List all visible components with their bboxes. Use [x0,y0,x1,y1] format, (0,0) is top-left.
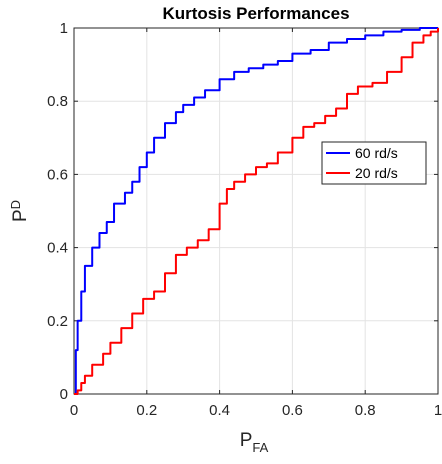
y-tick-label-3: 0.6 [47,166,68,183]
series-line-60-rd-s [74,27,438,395]
x-axis-label-sub: FA [252,440,268,455]
x-tick-label-3: 0.6 [282,402,303,419]
legend-label-60-rds: 60 rd/s [355,145,398,161]
legend: 60 rd/s 20 rd/s [321,141,427,185]
y-tick-label-2: 0.4 [47,240,68,257]
plot-frame [73,27,439,395]
legend-label-20-rds: 20 rd/s [355,165,398,181]
tick-layer: 0 0.2 0.4 0.6 0.8 1 0 0.2 0.4 0.6 0.8 1 [47,20,442,419]
y-axis-label-main: P [10,209,31,222]
y-axis-label: PD [8,200,31,222]
x-tick-label-4: 0.8 [355,402,376,419]
x-tick-label-2: 0.4 [209,402,230,419]
x-axis-label-main: P [240,430,253,451]
series-line-20-rd-s [74,28,439,395]
y-tick-label-4: 0.8 [47,93,68,110]
y-tick-label-1: 0.2 [47,313,68,330]
x-tick-label-0: 0 [70,402,78,419]
x-tick-label-1: 0.2 [136,402,157,419]
x-axis-label: PFA [240,430,269,455]
chart-title: Kurtosis Performances [162,4,349,23]
y-tick-label-5: 1 [60,20,68,37]
legend-box [321,141,427,185]
x-tick-label-5: 1 [434,402,442,419]
y-axis-label-sub: D [8,200,23,209]
series-layer [74,27,439,395]
y-tick-label-0: 0 [60,386,68,403]
